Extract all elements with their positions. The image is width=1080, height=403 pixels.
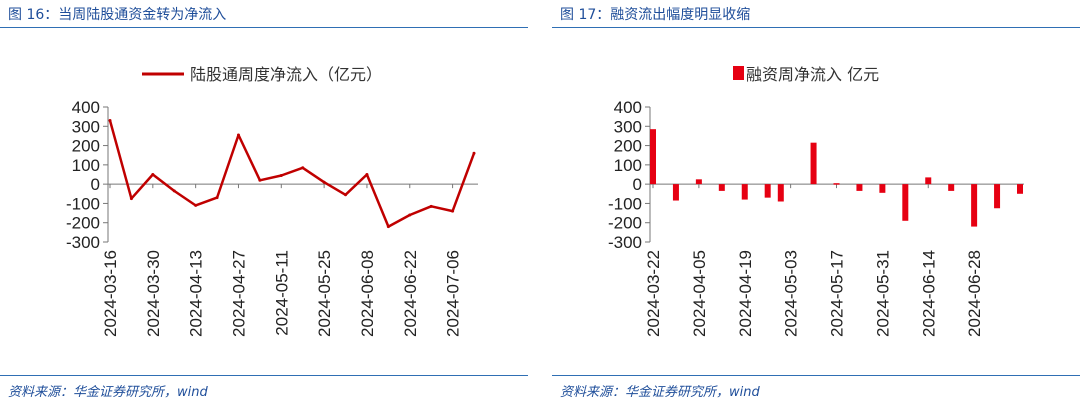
data-point bbox=[236, 133, 240, 137]
x-tick-label: 2024-04-19 bbox=[736, 250, 755, 337]
y-tick-label: 300 bbox=[72, 117, 100, 136]
y-tick-label: 200 bbox=[72, 137, 100, 156]
series-line bbox=[108, 120, 476, 228]
data-point bbox=[408, 213, 412, 217]
bar bbox=[833, 183, 840, 185]
x-tick-label: 2024-06-14 bbox=[919, 250, 938, 337]
bar bbox=[650, 129, 656, 185]
data-point bbox=[365, 173, 369, 176]
bar bbox=[948, 184, 955, 191]
source-rule bbox=[552, 375, 1080, 376]
bar bbox=[810, 142, 817, 185]
data-point bbox=[472, 151, 476, 155]
y-tick-label: 200 bbox=[614, 137, 642, 156]
x-tick-label: 2024-05-11 bbox=[272, 250, 291, 336]
data-point bbox=[194, 203, 198, 207]
x-tick-label: 2024-03-30 bbox=[144, 250, 163, 337]
data-point bbox=[279, 173, 283, 177]
panel-right: 图 17：融资流出幅度明显收缩 400 300 200 100 0 -100 -200 -30… bbox=[552, 0, 1080, 403]
x-tick-label: 2024-04-05 bbox=[690, 250, 709, 337]
y-tick-label: -200 bbox=[66, 214, 100, 233]
data-point bbox=[172, 189, 176, 193]
x-tick-label: 2024-05-03 bbox=[782, 250, 801, 337]
y-tick-label: 400 bbox=[72, 98, 100, 117]
bar bbox=[879, 184, 886, 193]
bar bbox=[902, 184, 909, 221]
data-point bbox=[108, 119, 112, 122]
figure-title: 图 17：融资流出幅度明显收缩 bbox=[560, 7, 751, 23]
data-point bbox=[301, 166, 305, 170]
bar bbox=[1017, 184, 1023, 194]
data-point bbox=[151, 173, 155, 176]
x-tick-label: 2024-06-22 bbox=[401, 250, 420, 337]
legend-label: 陆股通周度净流入（亿元） bbox=[190, 65, 382, 84]
source-rule bbox=[0, 375, 528, 376]
data-point bbox=[451, 209, 455, 213]
bar bbox=[994, 184, 1001, 209]
y-tick-label: -100 bbox=[66, 194, 100, 213]
panel-left: 图 16：当周陆股通资金转为净流入 400 300 200 100 0 -100 -200-… bbox=[0, 0, 528, 403]
x-tick-label: 2024-05-25 bbox=[315, 250, 334, 337]
bar bbox=[856, 184, 863, 191]
y-tick-label: 300 bbox=[614, 117, 642, 136]
bar bbox=[741, 184, 748, 200]
x-tick-label: 2024-04-13 bbox=[187, 250, 206, 337]
data-point bbox=[215, 196, 219, 200]
y-tick-label: -100 bbox=[608, 194, 642, 213]
title-rule bbox=[552, 27, 1080, 28]
source-note: 资料来源：华金证券研究所，wind bbox=[560, 385, 760, 400]
y-tick-label: -300 bbox=[608, 233, 642, 252]
x-tick-label: 2024-03-22 bbox=[644, 250, 663, 337]
y-tick-label: 100 bbox=[72, 156, 100, 175]
y-tick-label: 0 bbox=[633, 175, 642, 194]
y-tick-label: -300 bbox=[66, 233, 100, 252]
x-tick-label: 2024-05-31 bbox=[873, 250, 892, 337]
x-tick-label: 2024-06-08 bbox=[358, 250, 377, 337]
y-tick-label: -200 bbox=[608, 214, 642, 233]
x-tick-label: 2024-04-27 bbox=[229, 250, 248, 337]
source-note: 资料来源：华金证券研究所，wind bbox=[8, 385, 208, 400]
bar bbox=[764, 184, 771, 198]
bar bbox=[718, 184, 725, 191]
bar bbox=[672, 184, 679, 201]
x-tick-label: 2024-07-06 bbox=[444, 250, 463, 337]
x-tick-label: 2024-03-16 bbox=[101, 250, 120, 337]
bar bbox=[971, 184, 978, 227]
y-tick-label: 0 bbox=[91, 175, 100, 194]
x-tick-label: 2024-05-17 bbox=[828, 250, 847, 337]
figure-title: 图 16：当周陆股通资金转为净流入 bbox=[8, 7, 227, 23]
data-point bbox=[344, 193, 348, 197]
y-tick-label: 100 bbox=[614, 156, 642, 175]
x-tick-label: 2024-06-28 bbox=[965, 250, 984, 337]
data-point bbox=[322, 180, 326, 184]
title-rule bbox=[0, 27, 528, 28]
bar bbox=[777, 184, 784, 202]
legend-label: 融资周净流入 亿元 bbox=[746, 65, 879, 84]
bar bbox=[925, 177, 932, 185]
data-point bbox=[258, 178, 262, 182]
y-tick-label: 400 bbox=[614, 98, 642, 117]
bar bbox=[695, 179, 702, 185]
data-point bbox=[129, 197, 133, 201]
data-point bbox=[386, 225, 390, 229]
legend-swatch bbox=[733, 66, 744, 80]
data-point bbox=[429, 204, 433, 208]
